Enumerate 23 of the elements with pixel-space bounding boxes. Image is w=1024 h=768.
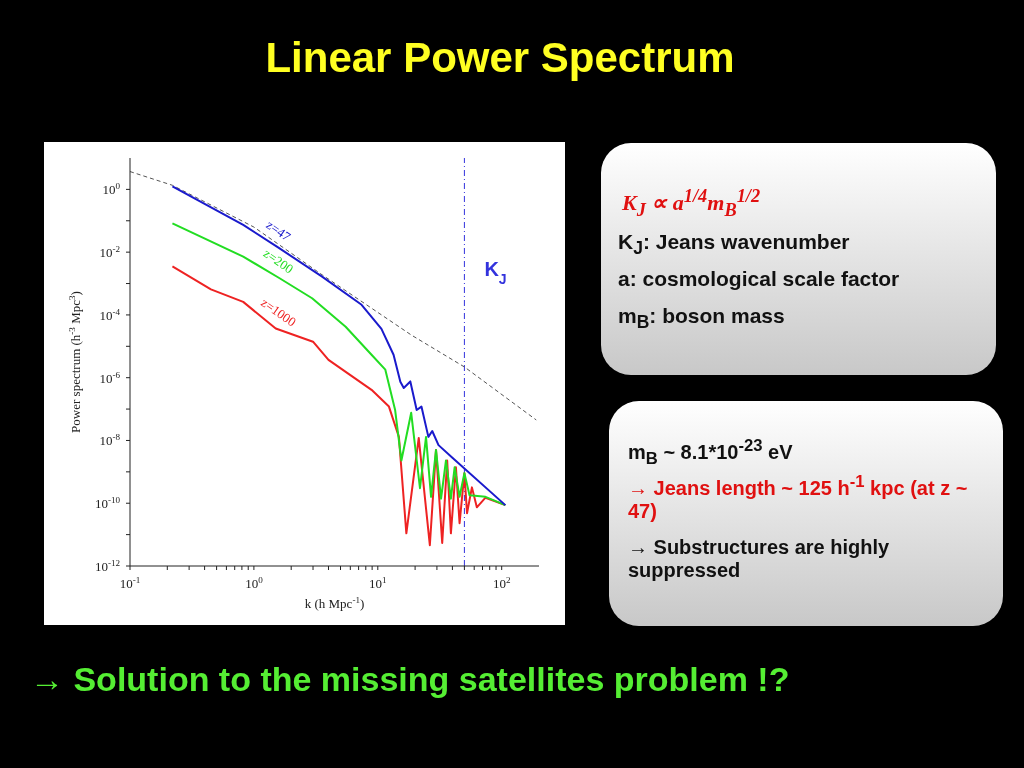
x-axis-title: k (h Mpc$^{-1}$): [304, 595, 365, 611]
text: a: cosmological scale factor: [618, 267, 900, 291]
y-tick-label: 10$^{-12}$: [94, 558, 121, 574]
y-tick-label: 10$^{-2}$: [99, 244, 121, 261]
text: → Jeans length ~ 125 h$^{-1}$ kpc (at z ~ 47): [628, 472, 968, 522]
y-tick-label: 10$^{-6}$: [99, 369, 121, 386]
text: m$_{B}$ ~ 8.1*10$^{-23}$ eV: [628, 436, 793, 469]
x-tick-label: 10$^{1}$: [369, 575, 387, 591]
ref-line-label: K$_{J}$: [484, 258, 507, 287]
text: z=200: [260, 245, 297, 277]
chart-title: Linear Power Spectrum: [264, 34, 736, 82]
x-tick-label: 10$^{0}$: [245, 575, 264, 591]
y-tick-label: 10$^{-10}$: [94, 495, 121, 512]
x-tick-label: 10$^{-1}$: [119, 575, 141, 591]
text: → Solution to the missing satellites problem !?: [30, 660, 791, 699]
text: m$_{B}$: boson mass: [618, 304, 785, 334]
y-tick-label: 10$^{-8}$: [99, 432, 121, 449]
text: z=47: [263, 216, 294, 245]
y-tick-label: 10$^{-4}$: [99, 306, 121, 323]
text: K$_{J}$: Jeans wavenumber: [618, 230, 850, 260]
x-tick-label: 10$^{2}$: [492, 575, 511, 591]
y-tick-label: 10$^{0}$: [102, 181, 121, 198]
text: → Substructures are highly suppressed: [628, 536, 891, 582]
